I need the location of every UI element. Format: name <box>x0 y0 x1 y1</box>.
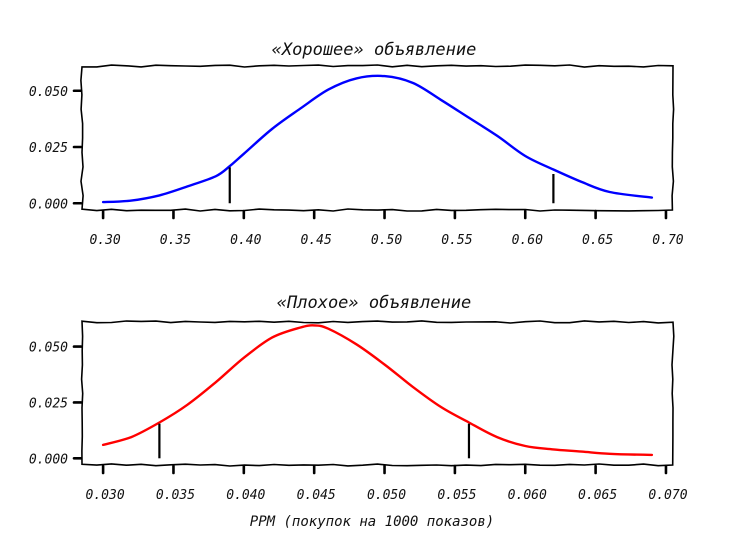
x-tick-label: 0.070 <box>648 488 687 503</box>
density-curve <box>101 324 654 457</box>
x-tick-label: 0.30 <box>89 233 120 248</box>
x-tick-label: 0.055 <box>437 488 476 503</box>
plot-frame <box>80 320 675 467</box>
x-tick-label: 0.50 <box>371 233 402 248</box>
panel-title: «Хорошее» объявление <box>272 40 477 60</box>
x-tick-label: 0.70 <box>652 233 683 248</box>
x-tick-label: 0.45 <box>301 233 332 248</box>
y-tick-label: 0.050 <box>29 341 68 356</box>
y-tick-label: 0.025 <box>29 141 68 156</box>
plot-frame <box>80 64 675 212</box>
y-tick-label: 0.000 <box>29 197 68 212</box>
x-tick-label: 0.40 <box>230 233 261 248</box>
x-tick-label: 0.65 <box>582 233 613 248</box>
x-tick-label: 0.035 <box>156 488 195 503</box>
y-tick-label: 0.000 <box>29 452 68 467</box>
x-tick-label: 0.050 <box>367 488 406 503</box>
panel-bad-ad: «Плохое» объявление PPM (покупок на 1000… <box>29 293 688 530</box>
x-tick-label: 0.060 <box>508 488 547 503</box>
density-curve <box>101 74 654 204</box>
x-tick-label: 0.030 <box>86 488 125 503</box>
panel-good-ad: «Хорошее» объявление 0.30 0.35 0.40 0.45 0.5… <box>29 40 684 248</box>
y-tick-label: 0.025 <box>29 396 68 411</box>
x-tick-label: 0.55 <box>441 233 472 248</box>
x-tick-label: 0.60 <box>512 233 543 248</box>
x-axis-label: PPM (покупок на 1000 показов) <box>250 514 494 530</box>
panel-title: «Плохое» объявление <box>277 293 471 313</box>
x-tick-label: 0.35 <box>160 233 191 248</box>
x-tick-label: 0.065 <box>578 488 617 503</box>
x-tick-label: 0.045 <box>297 488 336 503</box>
y-tick-label: 0.050 <box>29 85 68 100</box>
x-tick-label: 0.040 <box>226 488 265 503</box>
